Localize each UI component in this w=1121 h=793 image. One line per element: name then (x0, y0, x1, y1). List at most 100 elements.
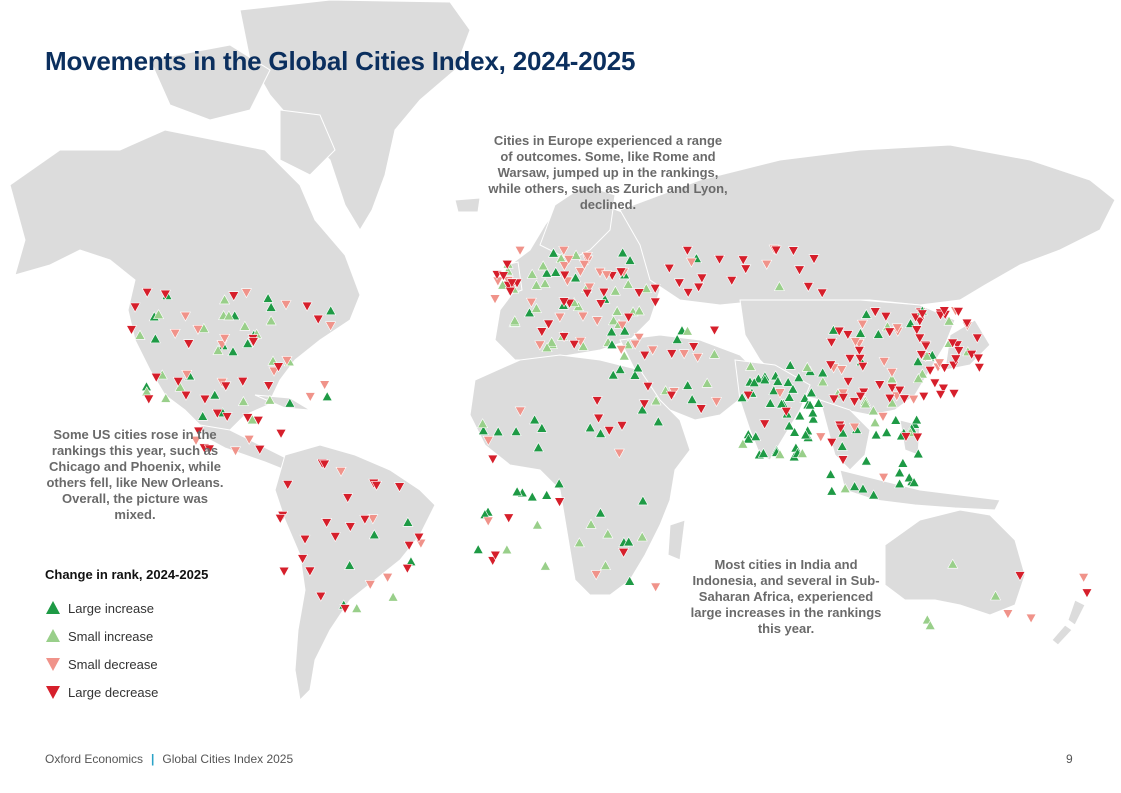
city-marker-large-decrease (321, 518, 333, 529)
city-marker-large-increase (813, 397, 825, 408)
city-marker-small-increase (477, 418, 489, 429)
city-marker-large-increase (793, 372, 805, 382)
landmass-new-zealand-south (1051, 624, 1073, 646)
city-marker-large-decrease (714, 255, 726, 265)
city-marker-small-decrease (650, 582, 662, 593)
city-marker-large-decrease (172, 377, 184, 387)
city-marker-large-decrease (359, 515, 371, 525)
city-marker-small-decrease (815, 432, 827, 443)
city-marker-large-increase (607, 369, 619, 380)
city-marker-large-decrease (581, 288, 593, 299)
city-marker-large-decrease (315, 591, 327, 602)
city-marker-small-increase (869, 417, 881, 428)
city-marker-large-decrease (558, 297, 570, 308)
city-marker-large-decrease (129, 302, 141, 313)
city-marker-small-increase (602, 528, 614, 539)
city-marker-large-increase (807, 407, 819, 418)
legend-label: Small increase (68, 628, 154, 644)
city-marker-large-decrease (329, 532, 341, 543)
city-marker-small-decrease (179, 311, 191, 322)
city-marker-large-increase (536, 422, 548, 433)
city-marker-small-decrease (558, 246, 570, 256)
city-marker-small-increase (531, 519, 543, 530)
city-marker-large-decrease (740, 264, 752, 275)
city-marker-large-increase (912, 448, 924, 459)
annotation-us: Some US cities rose in the rankings this… (46, 427, 224, 522)
city-marker-large-decrease (855, 391, 867, 402)
city-marker-large-decrease (663, 263, 675, 274)
annotation-india: Most cities in India and Indonesia, and … (690, 557, 882, 636)
city-marker-large-decrease (301, 301, 313, 312)
city-marker-large-decrease (598, 287, 610, 298)
city-marker-large-decrease (319, 459, 331, 470)
city-marker-large-decrease (696, 273, 708, 284)
city-marker-small-increase (924, 619, 936, 630)
city-marker-large-decrease (972, 353, 984, 364)
city-marker-small-increase (609, 285, 621, 296)
legend-item-small-decrease: Small decrease (45, 650, 208, 678)
city-marker-large-decrease (275, 429, 287, 439)
city-marker-large-decrease (272, 362, 284, 373)
city-marker-large-increase (671, 333, 683, 344)
city-marker-small-increase (990, 590, 1002, 601)
landmass-iceland (454, 197, 481, 213)
city-marker-large-increase (529, 414, 541, 425)
city-marker-large-increase (807, 413, 819, 424)
city-marker-large-decrease (159, 289, 171, 300)
city-marker-large-decrease (842, 330, 854, 341)
city-marker-large-decrease (312, 314, 324, 325)
city-marker-large-decrease (297, 554, 309, 565)
city-marker-large-increase (265, 301, 277, 312)
city-marker-small-increase (570, 249, 582, 260)
city-marker-small-increase (737, 438, 749, 449)
city-marker-small-increase (264, 394, 276, 405)
footer-report: Global Cities Index 2025 (162, 752, 294, 766)
city-marker-small-decrease (304, 392, 316, 403)
city-marker-small-increase (611, 305, 623, 316)
city-marker-large-decrease (282, 480, 294, 491)
city-marker-large-decrease (737, 255, 749, 266)
city-marker-large-decrease (826, 338, 838, 348)
city-markers (125, 244, 1093, 630)
city-marker-small-decrease (554, 312, 566, 323)
city-marker-large-increase (905, 317, 917, 328)
city-marker-large-increase (912, 356, 924, 366)
city-marker-large-increase (197, 410, 209, 421)
city-marker-large-increase (532, 442, 544, 452)
city-marker-large-decrease (489, 550, 501, 561)
city-marker-large-decrease (837, 455, 849, 466)
city-marker-large-decrease (633, 288, 645, 299)
city-marker-large-decrease (623, 312, 635, 323)
city-marker-small-decrease (534, 340, 546, 351)
landmass-australia (884, 509, 1026, 616)
city-marker-small-increase (708, 348, 720, 359)
city-marker-small-decrease (933, 358, 946, 369)
city-marker-small-increase (608, 315, 620, 326)
city-marker-small-decrease (578, 260, 590, 270)
city-marker-large-decrease (915, 350, 927, 361)
city-marker-small-decrease (613, 448, 625, 459)
city-marker-large-decrease (808, 254, 820, 265)
city-marker-large-decrease (591, 396, 603, 407)
city-marker-large-increase (594, 507, 606, 518)
city-marker-large-increase (890, 414, 902, 425)
city-marker-small-decrease (192, 325, 204, 335)
city-marker-large-decrease (825, 360, 837, 371)
city-marker-large-increase (849, 480, 861, 491)
city-marker-small-increase (745, 360, 757, 371)
city-marker-large-increase (344, 559, 356, 570)
city-marker-large-decrease (339, 604, 351, 615)
city-marker-large-decrease (918, 392, 930, 402)
page-title: Movements in the Global Cities Index, 20… (45, 46, 636, 76)
city-marker-small-increase (239, 320, 251, 331)
city-marker-large-increase (636, 404, 648, 415)
city-marker-small-increase (530, 279, 542, 290)
city-marker-large-decrease (853, 346, 865, 357)
city-marker-large-increase (870, 429, 882, 440)
city-marker-small-increase (886, 373, 898, 384)
city-marker-small-decrease (514, 406, 526, 417)
legend-item-large-decrease: Large decrease (45, 678, 208, 706)
city-marker-large-increase (624, 575, 636, 586)
city-marker-small-increase (219, 294, 231, 305)
city-marker-large-increase (742, 433, 754, 444)
